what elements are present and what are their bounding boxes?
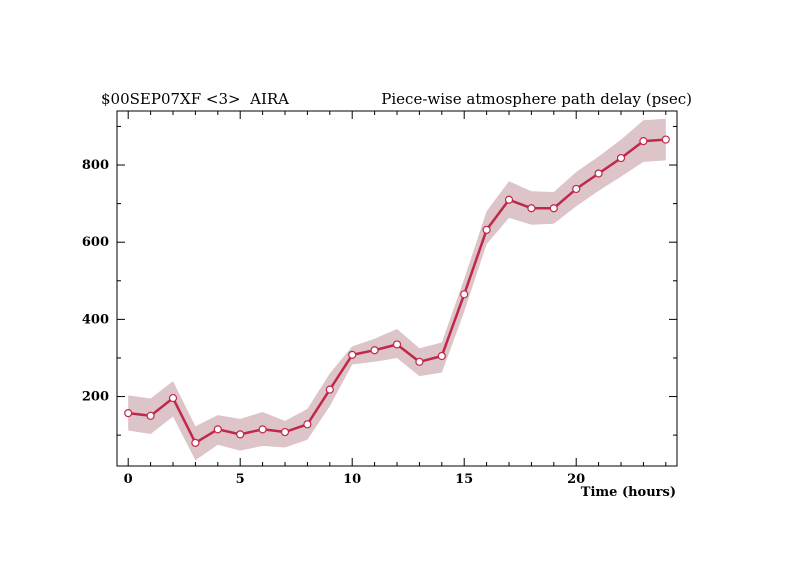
error-band: [128, 118, 666, 461]
data-point: [504, 195, 514, 204]
x-axis-label: Time (hours): [581, 485, 676, 500]
data-point: [482, 225, 491, 234]
data-point: [549, 204, 558, 213]
data-point: [527, 204, 536, 213]
data-point: [415, 357, 424, 366]
data-point: [325, 385, 334, 394]
data-point: [236, 430, 245, 439]
x-tick-label: 5: [236, 472, 245, 487]
data-point: [191, 438, 200, 447]
data-point: [639, 136, 648, 146]
data-point: [661, 135, 670, 144]
data-point: [146, 411, 155, 420]
data-point: [213, 425, 222, 434]
y-tick-label: 800: [82, 158, 109, 173]
data-point: [280, 427, 290, 437]
data-point: [303, 420, 312, 429]
data-point: [124, 409, 133, 418]
data-point: [572, 184, 581, 194]
data-point: [616, 153, 626, 163]
x-tick-label: 10: [343, 472, 361, 487]
x-tick-label: 20: [567, 472, 585, 487]
data-point: [392, 340, 402, 349]
y-tick-label: 400: [82, 312, 109, 327]
data-point: [258, 425, 267, 434]
chart-title-right: Piece-wise atmosphere path delay (psec): [381, 90, 692, 108]
y-tick-label: 200: [82, 390, 109, 405]
data-point: [168, 393, 178, 403]
data-point: [370, 346, 379, 355]
data-point: [348, 350, 357, 359]
data-point: [437, 351, 446, 361]
chart-title-left: $00SEP07XF <3> AIRA: [101, 90, 289, 108]
data-point: [594, 169, 603, 178]
x-tick-label: 15: [455, 472, 473, 487]
data-point: [460, 290, 469, 299]
y-tick-label: 600: [82, 235, 109, 250]
x-tick-label: 0: [124, 472, 133, 487]
